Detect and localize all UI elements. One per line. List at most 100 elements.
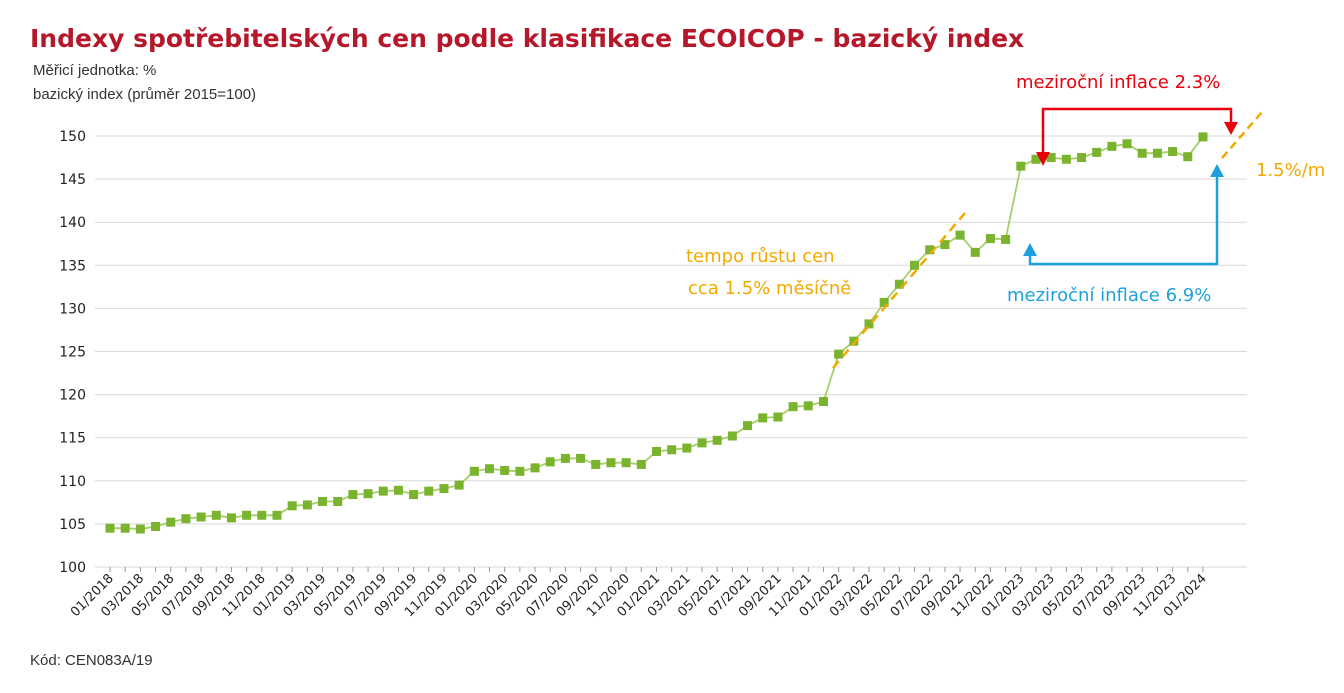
data-point xyxy=(940,240,950,250)
data-point xyxy=(682,443,692,453)
data-point xyxy=(803,401,813,411)
data-point xyxy=(454,480,464,490)
y-axis-ticks: 100 105 110 115 120 125 130 135 140 145 150 xyxy=(59,129,86,576)
data-point xyxy=(727,431,737,441)
arrow-red-head-left xyxy=(1036,152,1050,166)
data-point xyxy=(348,490,358,500)
y-tick-label: 100 xyxy=(59,560,86,576)
data-point xyxy=(879,297,889,307)
data-point xyxy=(651,446,661,456)
data-point xyxy=(469,466,479,476)
annotation-growth-line1: tempo růstu cen xyxy=(686,246,835,267)
data-point xyxy=(545,457,555,467)
data-point xyxy=(788,402,798,412)
data-point xyxy=(1001,234,1011,244)
y-tick-label: 135 xyxy=(59,258,86,274)
data-point xyxy=(758,413,768,423)
data-point xyxy=(181,514,191,524)
chart-title: Indexy spotřebitelských cen podle klasif… xyxy=(30,24,1025,53)
data-point xyxy=(1092,147,1102,157)
data-point xyxy=(1137,148,1147,158)
data-point xyxy=(515,466,525,476)
data-point xyxy=(970,247,980,257)
data-point xyxy=(560,453,570,463)
y-tick-label: 115 xyxy=(59,431,86,447)
x-axis-ticks: 01/201803/201805/201807/201809/201811/20… xyxy=(68,567,1210,620)
data-point xyxy=(318,496,328,506)
data-point xyxy=(667,445,677,455)
data-point xyxy=(166,517,176,527)
chart-subtitle: bazický index (průměr 2015=100) xyxy=(33,86,257,103)
data-point xyxy=(849,336,859,346)
arrow-blue-connector xyxy=(1028,177,1219,266)
data-point xyxy=(302,500,312,510)
chart-code: Kód: CEN083A/19 xyxy=(30,652,153,669)
unit-label: Měřicí jednotka: % xyxy=(33,62,157,79)
data-point xyxy=(393,485,403,495)
annotations: tempo růstu cen cca 1.5% měsíčně meziroč… xyxy=(686,72,1325,369)
data-point xyxy=(363,489,373,499)
data-point xyxy=(1046,153,1056,163)
data-point xyxy=(333,496,343,506)
annotation-inflation-6-9: meziroční inflace 6.9% xyxy=(1007,285,1211,306)
data-point xyxy=(1152,148,1162,158)
y-tick-label: 145 xyxy=(59,172,86,188)
arrow-blue-head-right xyxy=(1210,164,1224,177)
data-point xyxy=(530,463,540,473)
data-point xyxy=(1168,147,1178,157)
data-point xyxy=(697,438,707,448)
data-point xyxy=(955,230,965,240)
arrow-blue-head-left xyxy=(1023,243,1037,256)
data-point xyxy=(196,512,206,522)
arrow-red-connector xyxy=(1041,107,1233,155)
data-point xyxy=(485,464,494,474)
data-point xyxy=(1031,154,1041,164)
data-point xyxy=(985,234,995,244)
data-point xyxy=(606,458,616,468)
y-tick-label: 140 xyxy=(59,215,86,231)
y-tick-label: 110 xyxy=(59,474,86,490)
data-point xyxy=(1198,132,1208,142)
data-point xyxy=(1183,152,1193,162)
data-point xyxy=(151,521,161,531)
data-point xyxy=(242,510,252,520)
data-point xyxy=(773,412,783,422)
data-point xyxy=(226,513,236,523)
data-point xyxy=(272,510,282,520)
data-point xyxy=(424,486,434,496)
data-point xyxy=(894,279,904,289)
data-point xyxy=(636,459,646,469)
data-point xyxy=(120,523,130,533)
data-point xyxy=(439,484,449,494)
data-point xyxy=(621,458,631,468)
annotation-inflation-2-3: meziroční inflace 2.3% xyxy=(1016,72,1220,93)
data-point xyxy=(712,435,722,445)
annotation-growth-line2: cca 1.5% měsíčně xyxy=(688,278,851,299)
data-point xyxy=(910,260,920,270)
data-point xyxy=(105,523,115,533)
trend-line-2024 xyxy=(1221,111,1263,159)
data-point xyxy=(576,453,586,463)
data-point xyxy=(409,490,419,500)
y-tick-label: 105 xyxy=(59,517,86,533)
y-tick-label: 120 xyxy=(59,388,86,404)
data-point xyxy=(257,510,267,520)
grid-lines xyxy=(95,135,1247,568)
data-point xyxy=(743,421,753,431)
arrow-red-head-right xyxy=(1224,122,1238,135)
data-point xyxy=(378,486,388,496)
trend-line-2022 xyxy=(832,212,966,369)
data-point xyxy=(818,396,828,406)
data-point xyxy=(591,459,601,469)
data-point xyxy=(1107,141,1117,151)
data-point xyxy=(1122,139,1132,149)
data-point xyxy=(864,319,874,329)
data-point xyxy=(1016,161,1026,171)
series-cpi-index xyxy=(105,132,1208,534)
y-tick-label: 150 xyxy=(59,129,86,145)
data-point xyxy=(211,510,221,520)
data-point xyxy=(834,349,844,359)
y-tick-label: 125 xyxy=(59,345,86,361)
data-point xyxy=(1061,154,1071,164)
